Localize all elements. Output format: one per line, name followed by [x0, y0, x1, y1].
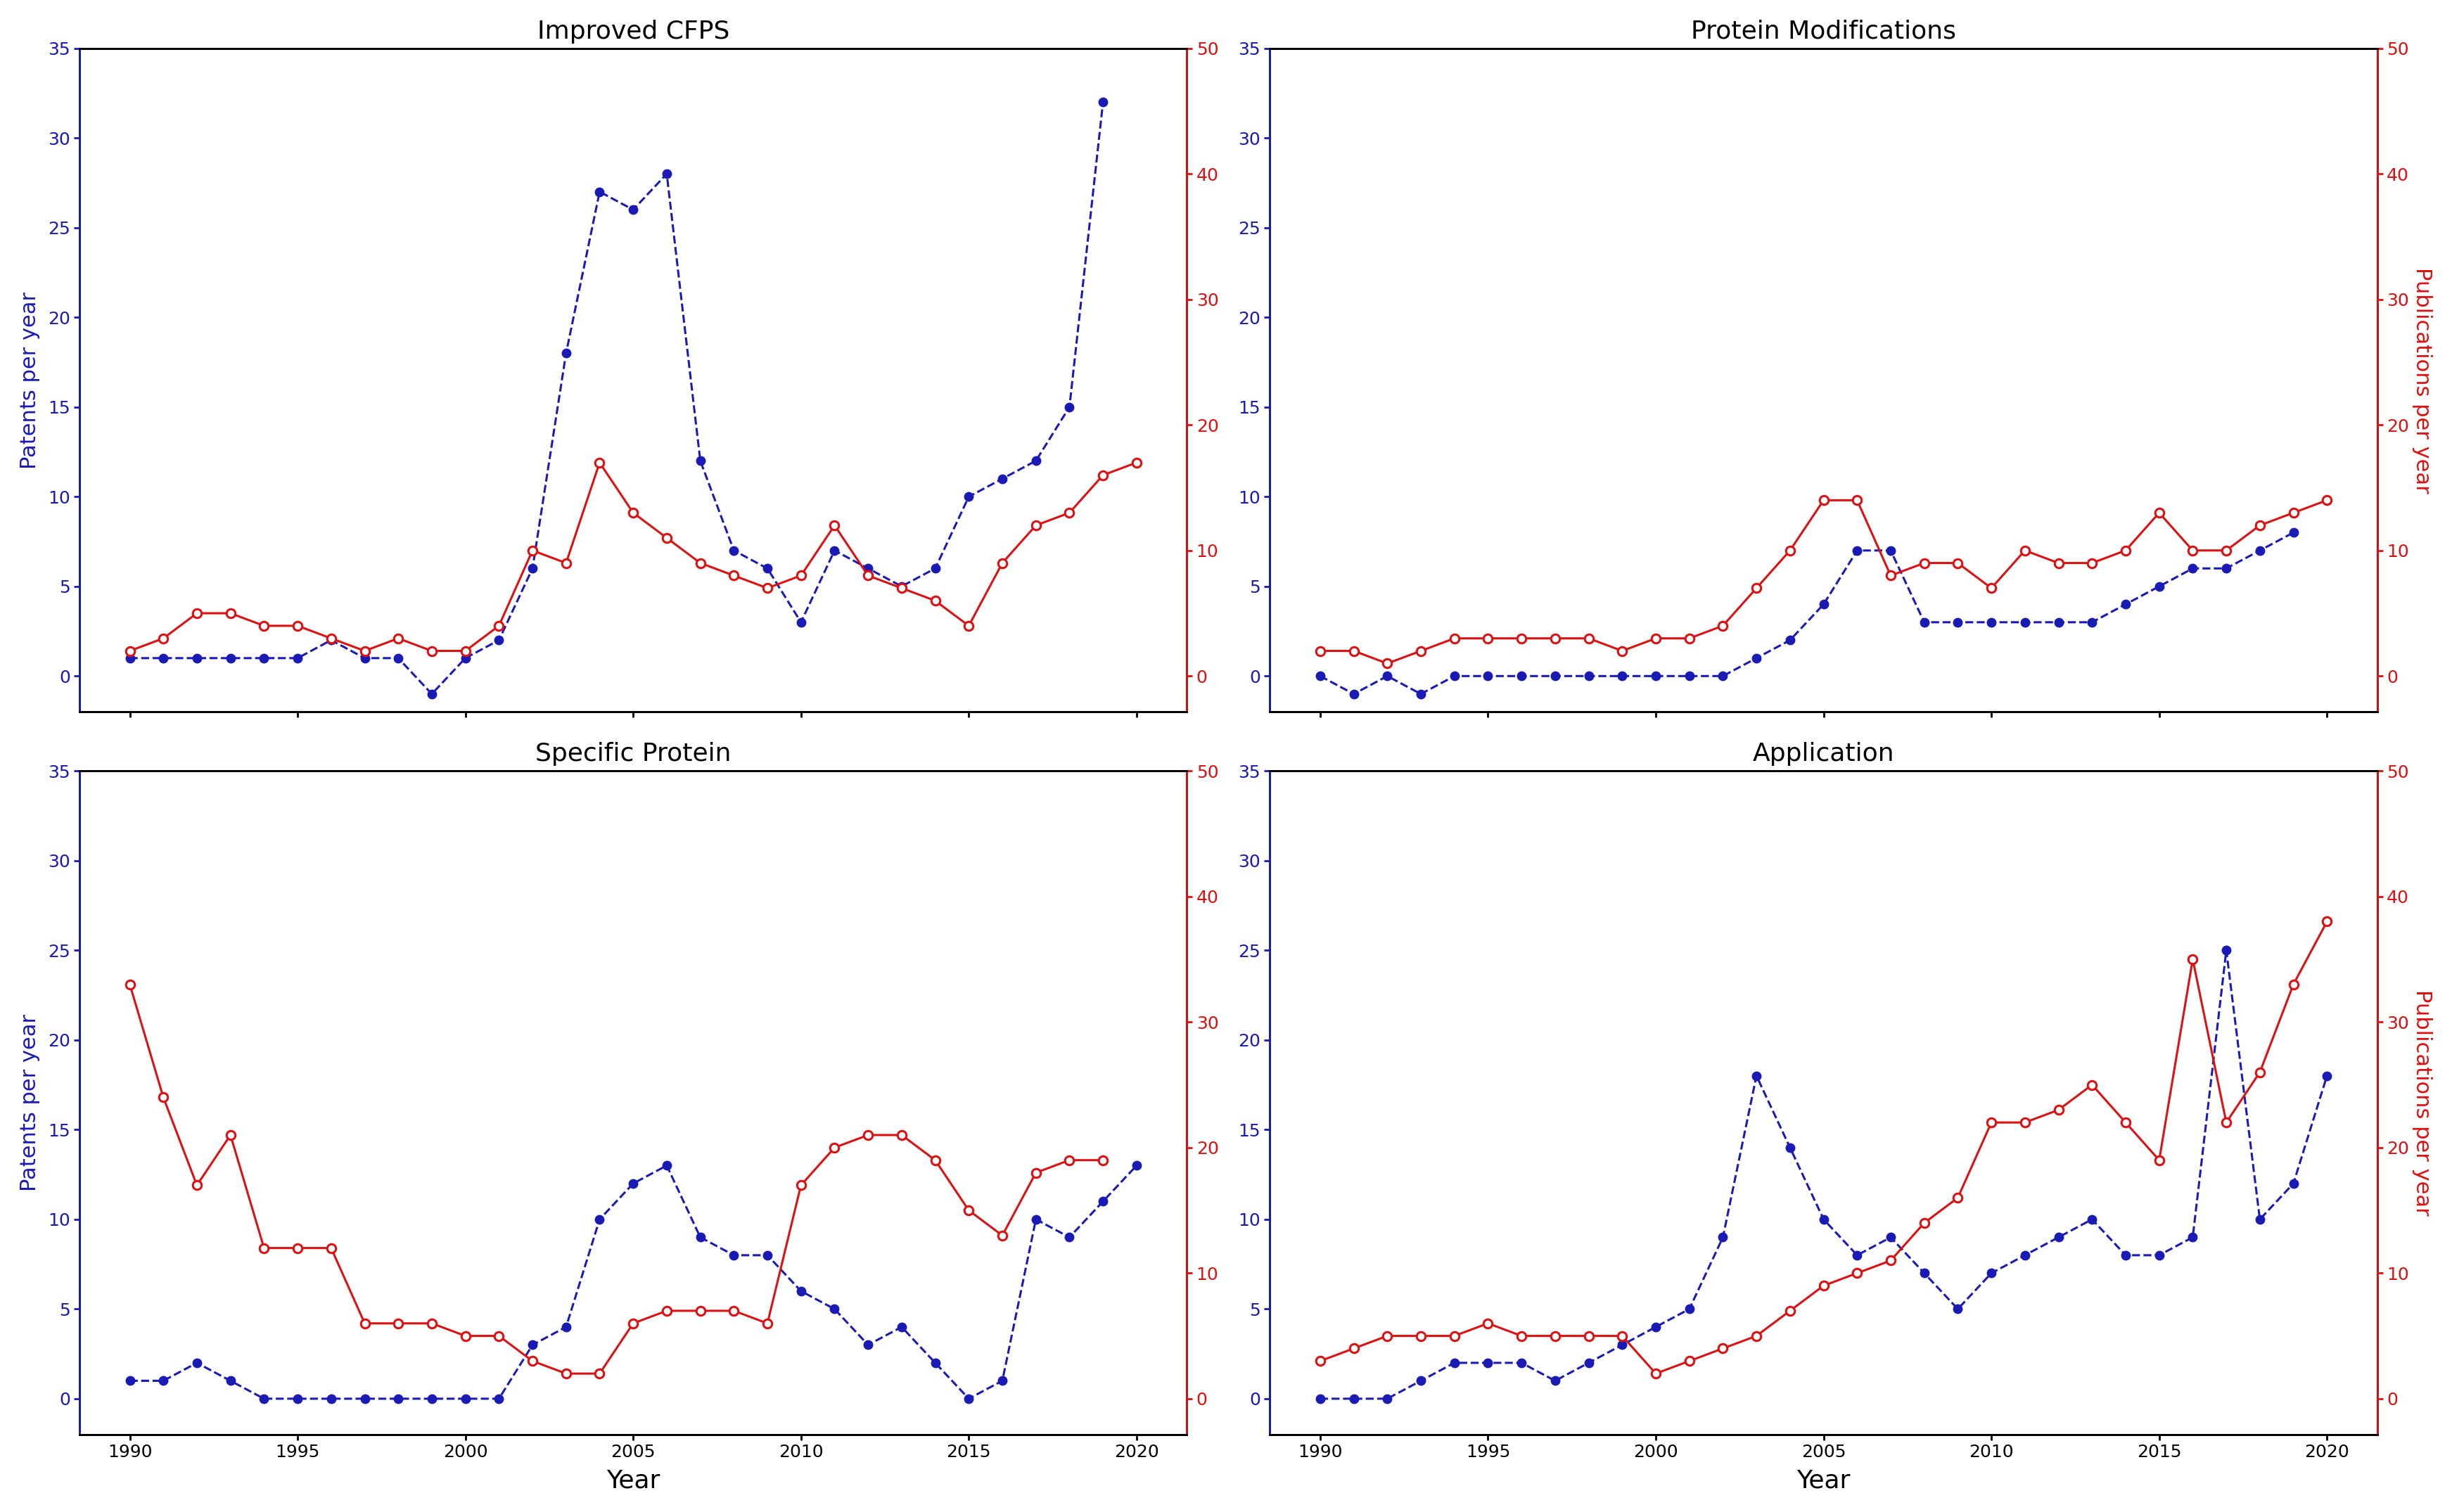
Title: Specific Protein: Specific Protein — [535, 742, 731, 767]
Y-axis label: Publications per year: Publications per year — [2413, 990, 2432, 1216]
X-axis label: Year: Year — [606, 1468, 660, 1492]
Title: Protein Modifications: Protein Modifications — [1692, 20, 1957, 44]
Y-axis label: Patents per year: Patents per year — [20, 292, 39, 469]
Title: Application: Application — [1753, 742, 1895, 767]
Title: Improved CFPS: Improved CFPS — [537, 20, 728, 44]
Y-axis label: Publications per year: Publications per year — [2413, 268, 2432, 493]
X-axis label: Year: Year — [1797, 1468, 1851, 1492]
Y-axis label: Patents per year: Patents per year — [20, 1015, 39, 1191]
